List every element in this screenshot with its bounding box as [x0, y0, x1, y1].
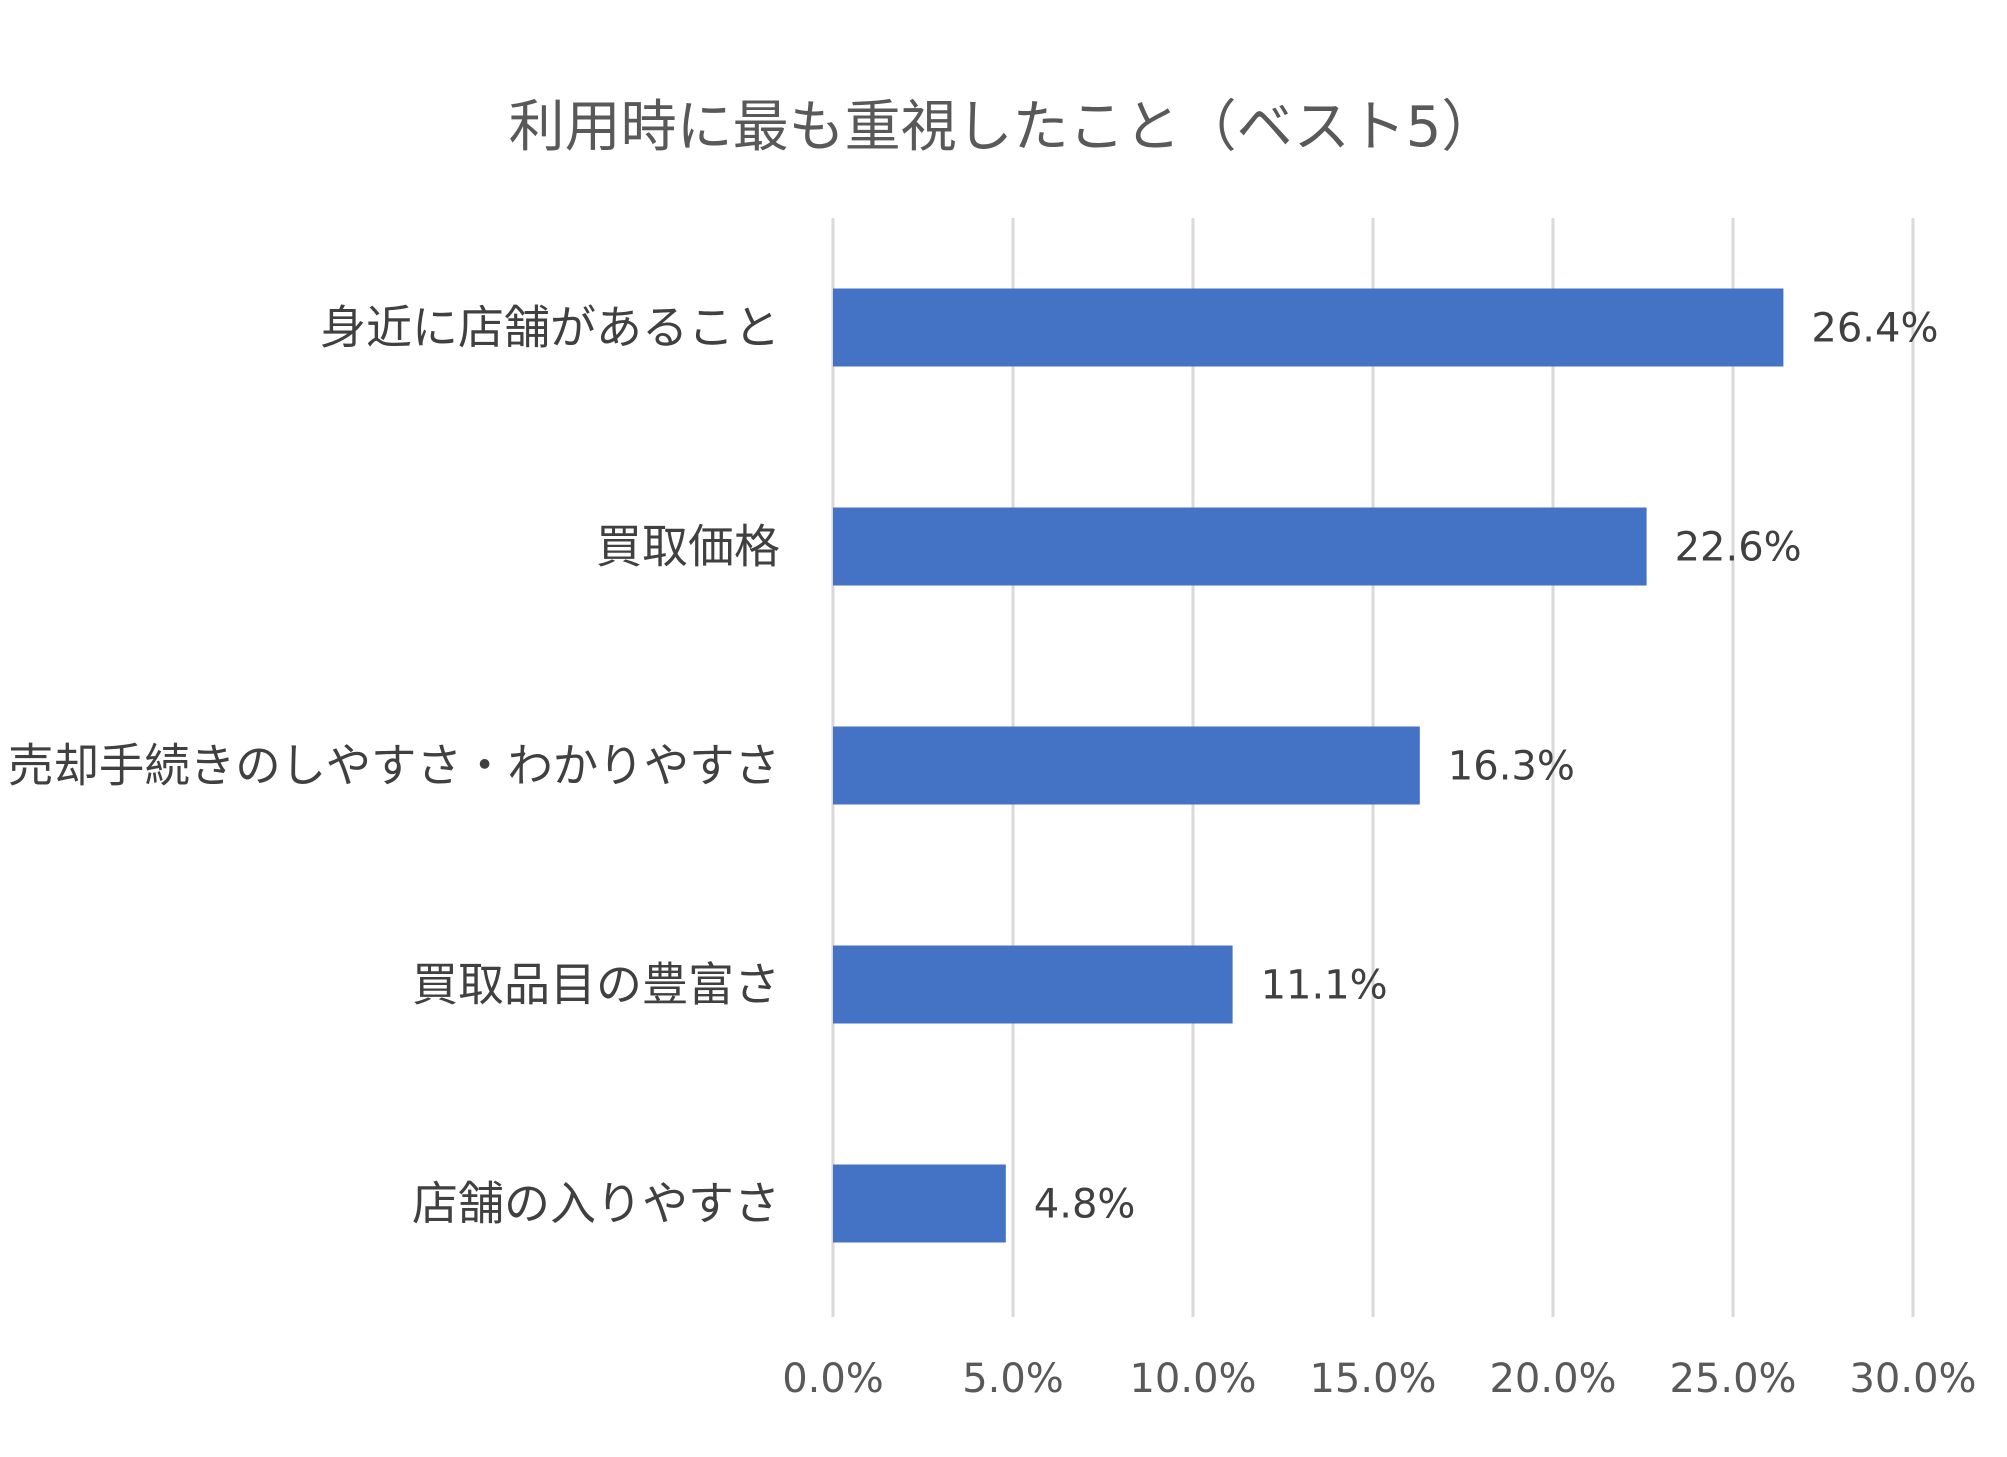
x-tick-label: 10.0% — [1129, 1356, 1256, 1402]
x-tick-label: 5.0% — [962, 1356, 1064, 1402]
data-label: 11.1% — [1261, 963, 1388, 1009]
bar — [833, 945, 1233, 1024]
data-label: 22.6% — [1675, 525, 1802, 571]
category-label: 買取品目の豊富さ — [412, 958, 780, 1012]
category-label: 売却手続きのしやすさ・わかりやすさ — [8, 739, 780, 793]
bars — [833, 288, 1784, 1243]
x-tick-label: 30.0% — [1849, 1356, 1976, 1402]
bar — [833, 507, 1647, 586]
bar — [833, 1164, 1006, 1243]
x-tick-label: 15.0% — [1309, 1356, 1436, 1402]
data-label: 16.3% — [1448, 744, 1575, 790]
data-labels: 26.4% 22.6% 16.3% 11.1% 4.8% — [1034, 306, 1939, 1228]
data-label: 4.8% — [1034, 1182, 1136, 1228]
category-label: 身近に店舗があること — [320, 301, 780, 355]
x-tick-label: 20.0% — [1489, 1356, 1616, 1402]
category-labels: 身近に店舗があること買取価格売却手続きのしやすさ・わかりやすさ買取品目の豊富さ店… — [8, 301, 780, 1231]
category-label: 店舗の入りやすさ — [412, 1177, 780, 1231]
category-label: 買取価格 — [596, 520, 780, 574]
x-tick-label: 0.0% — [782, 1356, 884, 1402]
chart-title: 利用時に最も重視したこと（ベスト5） — [509, 95, 1498, 160]
data-label: 26.4% — [1811, 306, 1938, 352]
bar — [833, 726, 1420, 805]
x-tick-label: 25.0% — [1669, 1356, 1796, 1402]
bar — [833, 288, 1784, 367]
x-axis-tick-labels: 0.0% 5.0% 10.0% 15.0% 20.0% 25.0% 30.0% — [782, 1356, 1976, 1402]
